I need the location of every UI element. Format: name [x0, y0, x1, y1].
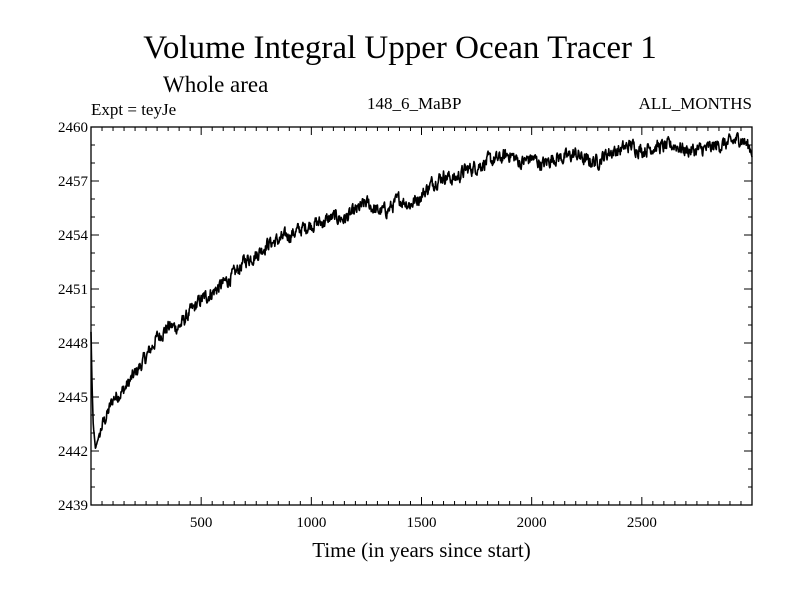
y-tick-label: 2451	[58, 282, 88, 298]
x-tick-label: 1500	[407, 515, 437, 531]
y-tick-label: 2445	[58, 390, 88, 406]
months-label: ALL_MONTHS	[638, 94, 752, 113]
y-tick-label: 2442	[58, 444, 88, 460]
x-tick-label: 2500	[627, 515, 657, 531]
y-tick-label: 2460	[58, 120, 88, 136]
y-tick-label: 2457	[58, 174, 89, 190]
y-tick-label: 2439	[58, 498, 88, 514]
axis-ticks	[91, 127, 752, 505]
y-tick-label: 2448	[58, 336, 88, 352]
series-line	[90, 132, 753, 450]
x-tick-label: 2000	[517, 515, 547, 531]
chart-title: Volume Integral Upper Ocean Tracer 1	[143, 30, 657, 66]
x-tick-label: 500	[190, 515, 213, 531]
x-axis-label: Time (in years since start)	[312, 538, 531, 562]
y-tick-label: 2454	[58, 228, 89, 244]
plot-frame	[90, 126, 753, 506]
tick-labels: 500 1000 1500 2000 2500 2439 2442 2445 2448 2451 2…	[58, 120, 657, 531]
x-tick-label: 1000	[296, 515, 326, 531]
experiment-label: Expt = teyJe	[91, 100, 177, 119]
chart-subtitle: Whole area	[163, 72, 269, 97]
run-label: 148_6_MaBP	[367, 94, 462, 113]
series-lines	[90, 132, 753, 450]
